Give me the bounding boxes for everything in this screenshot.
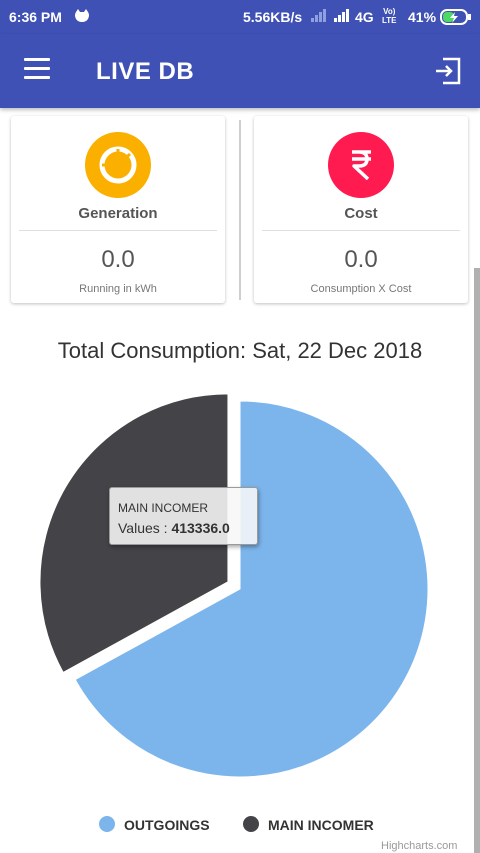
generation-unit: Running in kWh	[79, 283, 157, 295]
status-bar: 6:36 PM 5.56KB/s 4G Vo) LTE 41%	[0, 0, 480, 34]
volte-badge: Vo) LTE	[382, 7, 397, 25]
cost-value: 0.0	[344, 246, 378, 273]
legend-dot-outgoings	[99, 816, 115, 832]
generation-value: 0.0	[101, 246, 135, 273]
tooltip-value-line: Values : 413336.0	[118, 520, 230, 536]
chart-title: Total Consumption: Sat, 22 Dec 2018	[57, 338, 423, 363]
pie-slice-outgoings[interactable]	[74, 400, 429, 778]
volte-bottom: LTE	[382, 16, 397, 25]
card-divider	[19, 230, 217, 231]
cards-separator	[239, 120, 241, 300]
cost-formula: Consumption X Cost	[310, 283, 412, 295]
cost-card[interactable]: Cost 0.0 Consumption X Cost	[254, 116, 468, 303]
generation-label: Generation	[78, 205, 158, 222]
hamburger-menu-icon[interactable]	[24, 58, 50, 80]
card-divider	[262, 230, 460, 231]
logout-icon[interactable]	[434, 57, 462, 85]
cost-label: Cost	[344, 205, 378, 222]
signal-weak-icon	[310, 8, 330, 25]
tooltip-label: Values :	[118, 520, 172, 536]
app-title: LIVE DB	[96, 58, 195, 85]
tooltip-series: MAIN INCOMER	[118, 501, 208, 515]
cat-notification-icon	[74, 9, 90, 26]
chart-tooltip: MAIN INCOMER Values : 413336.0	[109, 487, 258, 545]
app-bar: LIVE DB	[0, 34, 480, 108]
volte-top: Vo)	[383, 7, 396, 16]
scrollbar[interactable]	[474, 268, 480, 853]
battery-percent: 41%	[408, 9, 437, 25]
rupee-icon	[328, 132, 394, 198]
status-time: 6:36 PM	[9, 9, 62, 25]
network-type: 4G	[355, 9, 374, 25]
generation-card[interactable]: Generation 0.0 Running in kWh	[11, 116, 225, 303]
legend-label-main-incomer: MAIN INCOMER	[268, 817, 374, 833]
legend-label-outgoings: OUTGOINGS	[124, 817, 210, 833]
legend-dot-main-incomer	[243, 816, 259, 832]
highcharts-credits[interactable]: Highcharts.com	[381, 840, 458, 852]
signal-strong-icon	[333, 8, 353, 25]
tooltip-value: 413336.0	[171, 520, 230, 536]
net-speed: 5.56KB/s	[243, 9, 303, 25]
battery-charging-icon	[440, 9, 472, 28]
generation-pie-icon	[85, 132, 151, 198]
